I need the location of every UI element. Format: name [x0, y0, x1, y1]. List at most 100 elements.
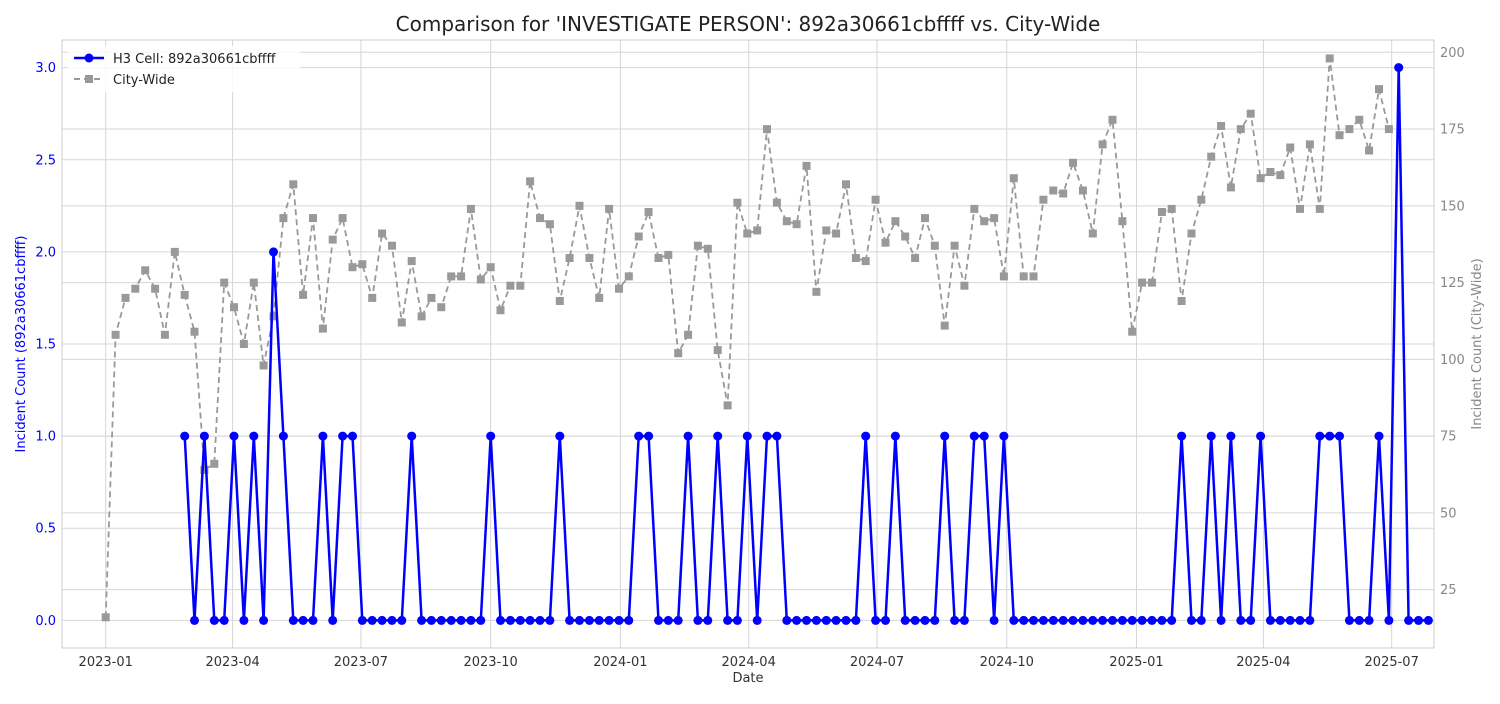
- city-wide-point: [536, 214, 544, 223]
- h3-cell-point: [1108, 615, 1117, 625]
- h3-cell-point: [881, 615, 890, 625]
- left-y-axis-label: Incident Count (892a30661cbffff): [14, 236, 29, 453]
- city-wide-point: [812, 287, 821, 296]
- city-wide-point: [318, 324, 327, 333]
- h3-cell-point: [742, 431, 752, 441]
- h3-cell-point: [1335, 431, 1344, 441]
- city-wide-point: [1148, 278, 1156, 287]
- x-tick-label: 2023-04: [205, 655, 259, 670]
- h3-cell-point: [1246, 615, 1256, 625]
- h3-cell-point: [772, 431, 782, 441]
- city-wide-point: [980, 217, 989, 226]
- h3-cell-point: [1344, 615, 1354, 625]
- city-wide-point: [476, 275, 485, 284]
- x-axis-label: Date: [732, 671, 763, 686]
- right-y-axis-ticks: 25 50 75 100 125 150 175 200: [1440, 46, 1465, 598]
- city-wide-point: [1128, 327, 1137, 336]
- h3-cell-point: [1048, 615, 1058, 625]
- city-wide-point: [289, 180, 298, 189]
- city-wide-point: [1157, 208, 1166, 216]
- h3-cell-point: [555, 431, 565, 441]
- city-wide-point: [664, 250, 673, 259]
- left-y-tick-label: 0.5: [35, 522, 56, 537]
- city-wide-point: [447, 272, 456, 281]
- city-wide-point: [239, 340, 248, 348]
- left-y-tick-label: 2.5: [35, 153, 56, 168]
- left-y-tick-label: 0.0: [35, 614, 56, 629]
- h3-cell-point: [1019, 615, 1029, 625]
- x-axis-ticks: 2023-01 2023-04 2023-07 2023-10 2024-01 2024-…: [79, 655, 1419, 670]
- city-wide-point: [1009, 174, 1018, 183]
- h3-cell-point: [1384, 615, 1394, 625]
- city-wide-point: [950, 241, 959, 250]
- h3-cell-point: [328, 615, 338, 625]
- h3-cell-point: [209, 615, 219, 625]
- h3-cell-point: [910, 615, 920, 625]
- city-wide-point: [575, 201, 584, 210]
- right-y-tick-label: 125: [1440, 276, 1465, 291]
- h3-cell-point: [1285, 615, 1295, 625]
- right-y-axis-label: Incident Count (City-Wide): [1470, 258, 1485, 429]
- h3-cell-point: [239, 615, 249, 625]
- h3-cell-point: [723, 615, 733, 625]
- right-y-tick-label: 200: [1440, 46, 1465, 61]
- city-wide-point: [457, 272, 466, 281]
- h3-cell-point: [397, 615, 407, 625]
- x-tick-label: 2024-04: [722, 655, 776, 670]
- city-wide-point: [693, 241, 702, 250]
- city-wide-point: [901, 232, 910, 241]
- city-wide-point: [1246, 109, 1255, 118]
- city-wide-point: [782, 217, 791, 226]
- city-wide-point: [1325, 54, 1334, 63]
- city-wide-point: [1315, 204, 1324, 213]
- city-wide-point: [180, 290, 189, 299]
- city-wide-point: [299, 290, 308, 299]
- h3-cell-point: [792, 615, 802, 625]
- h3-cell-point: [959, 615, 969, 625]
- h3-cell-point: [486, 431, 496, 441]
- city-wide-point: [1039, 195, 1048, 204]
- h3-cell-point: [1295, 615, 1305, 625]
- h3-cell-point: [180, 431, 190, 441]
- h3-cell-point: [890, 431, 900, 441]
- h3-cell-point: [821, 615, 831, 625]
- city-wide-point: [1355, 115, 1364, 124]
- city-wide-point: [427, 293, 436, 302]
- h3-cell-point: [1236, 615, 1246, 625]
- city-wide-point: [1069, 158, 1077, 167]
- h3-cell-point: [999, 431, 1009, 441]
- h3-cell-point: [644, 431, 654, 441]
- city-wide-point: [881, 238, 890, 247]
- h3-cell-point: [259, 615, 269, 625]
- h3-cell-point: [1058, 615, 1068, 625]
- city-wide-point: [1276, 171, 1285, 180]
- city-wide-point: [1167, 204, 1176, 213]
- h3-cell-point: [1265, 615, 1275, 625]
- city-wide-point: [1138, 278, 1147, 287]
- series-city-wide: [101, 54, 1393, 622]
- city-wide-point: [1365, 146, 1374, 155]
- city-wide-point: [1098, 140, 1107, 149]
- h3-cell-point: [249, 431, 259, 441]
- h3-cell-point: [565, 615, 575, 625]
- city-wide-point: [526, 177, 535, 186]
- city-wide-point: [249, 278, 258, 287]
- h3-cell-point: [505, 615, 515, 625]
- city-wide-point: [1384, 125, 1393, 134]
- h3-cell-point: [357, 615, 367, 625]
- h3-cell-point: [584, 615, 594, 625]
- city-wide-point: [624, 272, 633, 281]
- city-wide-point: [990, 214, 999, 223]
- city-wide-point: [516, 281, 525, 290]
- city-wide-point: [644, 208, 653, 216]
- h3-cell-point: [190, 615, 199, 625]
- city-wide-point: [1118, 217, 1127, 226]
- x-tick-label: 2024-07: [850, 655, 904, 670]
- city-wide-point: [723, 401, 732, 410]
- city-wide-point: [555, 297, 564, 305]
- h3-cell-point: [802, 615, 811, 625]
- h3-cell-point: [979, 431, 989, 441]
- x-tick-label: 2025-01: [1109, 655, 1163, 670]
- h3-cell-point: [1009, 615, 1019, 625]
- city-wide-point: [772, 198, 781, 207]
